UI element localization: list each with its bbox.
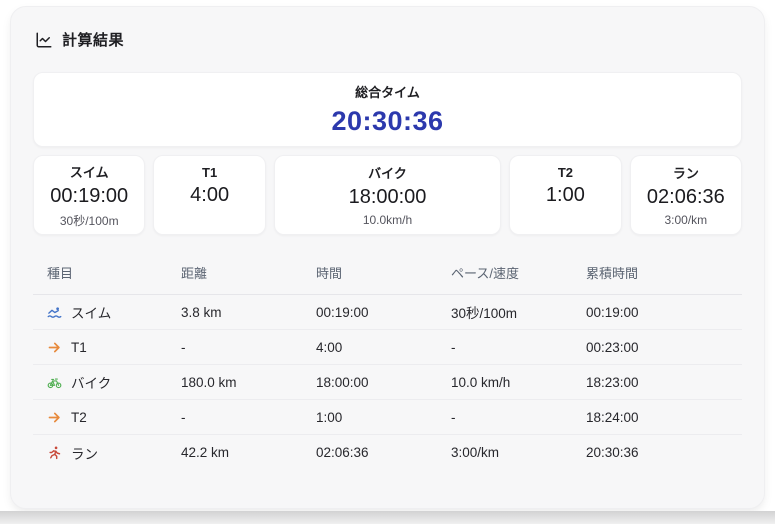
event-cell: スイム: [47, 302, 181, 322]
table-body: スイム 3.8 km 00:19:00 30秒/100m 00:19:00 T1…: [33, 295, 742, 470]
transition-arrow-icon: [47, 340, 62, 355]
distance-cell: 42.2 km: [181, 445, 230, 460]
summary-card: ラン 02:06:36 3:00/km: [629, 155, 743, 235]
bicycle-icon: [47, 375, 62, 390]
summary-card: バイク 18:00:00 10.0km/h: [273, 155, 502, 235]
results-card-header: 計算結果: [35, 29, 742, 50]
column-header: 種目: [47, 266, 74, 281]
distance-cell: -: [181, 409, 186, 425]
cumulative-cell: 00:23:00: [586, 339, 639, 355]
results-card: 計算結果 総合タイム 20:30:36 スイム 00:19:00 30秒/100…: [10, 6, 765, 509]
summary-card-value: 4:00: [190, 184, 230, 206]
summary-card-value: 00:19:00: [50, 184, 129, 207]
summary-card-value: 18:00:00: [348, 186, 427, 208]
table-header-row: 種目 距離 時間 ペース/速度 累積時間: [33, 263, 742, 295]
summary-card-label: T2: [557, 165, 573, 180]
table-row: バイク 180.0 km 18:00:00 10.0 km/h 18:23:00: [33, 365, 742, 400]
column-header: 時間: [316, 266, 343, 281]
summary-card-label: ラン: [672, 166, 699, 181]
time-cell: 00:19:00: [316, 304, 369, 320]
time-cell: 1:00: [316, 409, 343, 425]
total-time-label: 総合タイム: [355, 85, 420, 100]
pace-cell: -: [451, 409, 456, 425]
summary-card-value: 02:06:36: [646, 186, 725, 208]
summary-card-sub: 10.0km/h: [362, 213, 413, 227]
distance-cell: 3.8 km: [181, 304, 222, 320]
cumulative-cell: 00:19:00: [586, 304, 639, 320]
table-row: ラン 42.2 km 02:06:36 3:00/km 20:30:36: [33, 435, 742, 470]
summary-card-label: スイム: [69, 164, 109, 180]
column-header: 距離: [181, 266, 208, 281]
summary-card-label: T1: [202, 165, 218, 180]
table-row: T1 - 4:00 - 00:23:00: [33, 330, 742, 365]
summary-card-value: 1:00: [545, 184, 585, 206]
chart-line-icon: [35, 31, 53, 49]
table-row: T2 - 1:00 - 18:24:00: [33, 400, 742, 435]
cumulative-cell: 18:23:00: [586, 374, 639, 390]
pace-cell: 30秒/100m: [451, 306, 518, 321]
column-header: ペース/速度: [451, 266, 519, 281]
distance-cell: -: [181, 339, 186, 355]
cumulative-cell: 18:24:00: [586, 409, 639, 425]
distance-cell: 180.0 km: [181, 374, 237, 390]
pace-cell: 3:00/km: [451, 445, 500, 460]
summary-card-sub: 30秒/100m: [59, 213, 119, 228]
results-table: 種目 距離 時間 ペース/速度 累積時間 スイム 3.8 km 00:19:00 30秒…: [33, 263, 742, 470]
summary-card: スイム 00:19:00 30秒/100m: [33, 155, 146, 235]
swimmer-icon: [47, 305, 62, 320]
runner-icon: [47, 445, 62, 460]
time-cell: 02:06:36: [316, 445, 369, 460]
column-header: 累積時間: [586, 266, 639, 281]
summary-card-sub: 3:00/km: [664, 213, 708, 227]
event-cell: バイク: [47, 372, 181, 392]
summary-cards-row: スイム 00:19:00 30秒/100m T1 4:00 バイク 18:00:…: [33, 155, 743, 235]
event-cell: T2: [47, 410, 181, 425]
pace-cell: -: [451, 339, 456, 355]
page-bottom-shadow: [0, 511, 775, 524]
total-time-card: 総合タイム 20:30:36: [33, 72, 742, 147]
summary-card: T1 4:00: [153, 155, 266, 235]
time-cell: 4:00: [316, 339, 343, 355]
table-row: スイム 3.8 km 00:19:00 30秒/100m 00:19:00: [33, 295, 742, 330]
summary-card-label: バイク: [368, 166, 407, 181]
transition-arrow-icon: [47, 410, 62, 425]
time-cell: 18:00:00: [316, 374, 369, 390]
total-time-value: 20:30:36: [331, 106, 444, 136]
event-cell: ラン: [47, 443, 181, 463]
summary-card: T2 1:00: [509, 155, 622, 235]
page-title: 計算結果: [62, 32, 125, 49]
cumulative-cell: 20:30:36: [586, 445, 639, 460]
pace-cell: 10.0 km/h: [451, 374, 511, 390]
event-cell: T1: [47, 340, 181, 355]
